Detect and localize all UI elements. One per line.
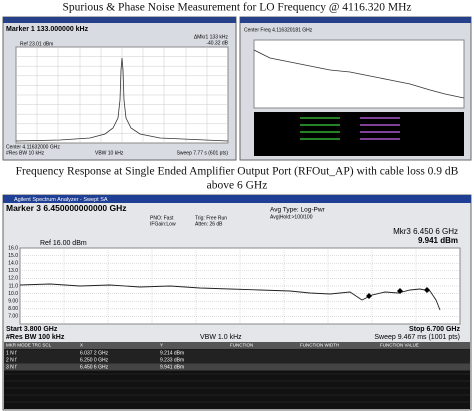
start: Start 3.800 GHz — [6, 326, 58, 333]
y-label: 16.0 — [8, 245, 18, 251]
cell: 6.450 6 GHz — [80, 364, 109, 370]
header-cell: FUNCTION WIDTH — [300, 343, 339, 348]
sweep: Sweep 7.77 s (601 pts) — [177, 150, 229, 156]
title-bar — [3, 195, 471, 203]
trig: Trig: Free Run — [195, 215, 227, 221]
cell: 1 N f — [6, 350, 17, 356]
y-label: 13.0 — [8, 268, 18, 274]
marker: Center Freq 4.116320181 GHz — [244, 27, 313, 33]
mkr-value: 9.941 dBm — [418, 236, 458, 245]
ifgain: IFGain:Low — [150, 221, 176, 227]
right-screen: Center Freq 4.116320181 GHz — [239, 16, 472, 161]
avg-type: Avg Type: Log-Pwr — [270, 207, 326, 214]
cell: 6.037 2 GHz — [80, 350, 109, 356]
row — [4, 356, 470, 364]
y-label: 7.00 — [8, 314, 18, 320]
caption-line: Frequency Response at Single Ended Ampli… — [16, 166, 459, 178]
y-label: 9.00 — [8, 299, 18, 305]
y-labels: 16.0 15.0 14.013.0 12.011.0 10.0 9.008.00 7.00 — [8, 245, 18, 319]
trace — [253, 49, 465, 99]
cell: 2 N f — [6, 357, 17, 363]
delta-value: -40.32 dB — [206, 40, 228, 46]
rbw: #Res BW 100 kHz — [6, 334, 65, 341]
marker: Marker 1 133.000000 kHz — [6, 26, 89, 33]
table-rows — [300, 117, 400, 140]
y-label: 11.0 — [9, 283, 19, 289]
cell: 3 N f — [6, 364, 17, 370]
center: Center 4.11632000 GHz — [6, 144, 60, 150]
ref: Ref 16.00 dBm — [40, 240, 87, 247]
row — [4, 363, 470, 371]
y-label: 15.0 — [8, 253, 18, 259]
vbw: VBW 1.0 kHz — [200, 334, 242, 341]
cell: 6.250 0 GHz — [80, 357, 109, 363]
header-cell: Y — [160, 343, 163, 348]
rbw: #Res BW 10 kHz — [6, 150, 45, 156]
y-label: 8.00 — [8, 306, 18, 312]
title-bar — [3, 17, 236, 23]
cell: 9.941 dBm — [160, 364, 184, 370]
heading: Spurious & Phase Noise Measurement for L… — [62, 2, 411, 14]
header-cell: FUNCTION VALUE — [380, 343, 419, 348]
left-screen: Marker 1 133.000000 kHz Ref 23.01 dBm ΔM… — [2, 16, 237, 161]
header-cell: X — [80, 343, 83, 348]
cell: 9.214 dBm — [160, 350, 184, 356]
pno: PNO: Fast — [150, 215, 174, 221]
marker: Marker 3 6.450000000000 GHz — [6, 203, 127, 213]
delta: ΔMkr1 133 kHz — [194, 34, 229, 40]
y-label: 10.0 — [8, 291, 18, 297]
grid — [20, 248, 460, 324]
trace — [15, 57, 229, 142]
table-area — [254, 112, 464, 156]
title: Agilent Spectrum Analyzer - Swept SA — [14, 197, 108, 203]
stop: Stop 6.700 GHz — [409, 326, 460, 333]
avg-hold: Avg|Hold:>100/100 — [270, 214, 313, 220]
markers — [366, 287, 430, 299]
trace — [19, 283, 441, 311]
caption-line: above 6 GHz — [207, 180, 268, 192]
analyzer: Agilent Spectrum Analyzer - Swept SA Mar… — [2, 194, 472, 411]
header-cell: FUNCTION — [230, 343, 253, 348]
header-cell: MKR MODE TRC SCL — [6, 343, 52, 348]
sweep: Sweep 9.467 ms (1001 pts) — [374, 334, 460, 341]
mkr-readout: Mkr3 6.450 6 GHz — [393, 227, 458, 236]
table: MKR MODE TRC SCL X Y FUNCTION FUNCTION WIDTH… — [4, 342, 470, 403]
ref: Ref 23.01 dBm — [20, 41, 53, 47]
header-row — [4, 342, 470, 349]
y-label: 12.0 — [8, 276, 18, 282]
vbw: VBW 10 kHz — [95, 150, 124, 156]
row — [4, 349, 470, 357]
title-bar — [240, 17, 471, 23]
atten: Atten: 26 dB — [195, 221, 223, 227]
y-label: 14.0 — [8, 261, 18, 267]
cell: 9.233 dBm — [160, 357, 184, 363]
grid — [16, 47, 228, 143]
plot-area — [253, 39, 465, 109]
